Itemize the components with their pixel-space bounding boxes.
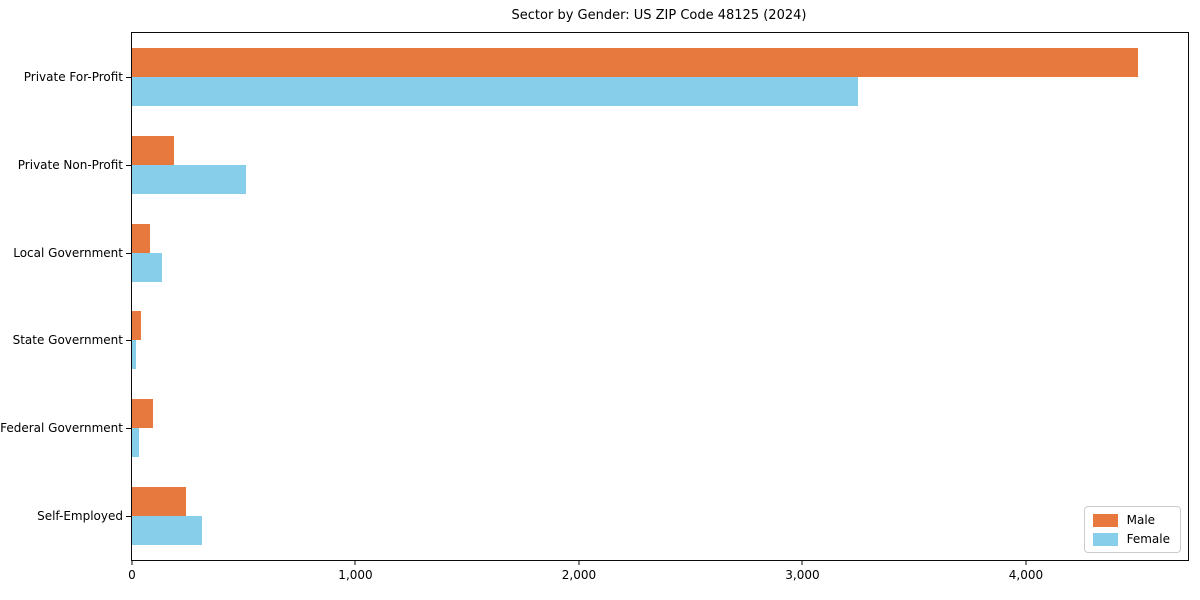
legend-swatch-female <box>1092 532 1118 546</box>
y-axis-label: Local Government <box>13 245 123 260</box>
y-tick-mark <box>126 516 131 518</box>
legend-entry-female: Female <box>1092 532 1170 546</box>
bar-female-2 <box>132 252 163 282</box>
y-tick-mark <box>126 252 131 254</box>
legend-entry-male: Male <box>1092 513 1170 527</box>
x-tick-label: 4,000 <box>1008 568 1044 582</box>
plot-area: Private For-Profit Private Non-Profit Loca… <box>0 32 1189 582</box>
category-row-2: Local Government <box>13 209 1188 297</box>
legend-label-male: Male <box>1126 513 1156 527</box>
legend-swatch-male <box>1092 513 1118 527</box>
x-tick-mark <box>1025 560 1027 565</box>
y-tick-mark <box>126 76 131 78</box>
x-axis: 0 1,000 2,000 3,000 4,000 <box>128 560 1188 590</box>
y-tick-mark <box>126 164 131 166</box>
category-row-3: State Government <box>13 296 1188 384</box>
category-row-5: Self-Employed <box>37 472 1188 560</box>
bar-female-3 <box>132 340 137 370</box>
category-row-4: Federal Government <box>0 384 1188 472</box>
x-tick-mark <box>801 560 803 565</box>
x-tick-mark <box>354 560 356 565</box>
bar-rows: Private For-Profit Private Non-Profit Loca… <box>0 33 1188 560</box>
y-axis-label: Federal Government <box>0 421 123 436</box>
bar-male-0 <box>132 47 1138 77</box>
x-tick-mark <box>131 560 133 565</box>
bar-male-1 <box>132 135 175 165</box>
y-axis-label: Self-Employed <box>37 509 123 524</box>
y-tick-mark <box>126 340 131 342</box>
bar-female-1 <box>132 164 246 194</box>
bar-female-4 <box>132 428 139 458</box>
bar-male-2 <box>132 223 150 253</box>
y-tick-mark <box>126 428 131 430</box>
chart-title: Sector by Gender: US ZIP Code 48125 (202… <box>511 8 807 23</box>
x-tick-mark <box>578 560 580 565</box>
x-tick-label: 3,000 <box>785 568 820 582</box>
x-tick-label: 0 <box>128 568 136 582</box>
bar-female-0 <box>132 76 859 106</box>
category-row-0: Private For-Profit <box>24 33 1188 121</box>
bar-female-5 <box>132 516 203 546</box>
bar-male-5 <box>132 487 186 517</box>
y-axis-label: State Government <box>12 333 123 348</box>
bar-male-4 <box>132 399 154 429</box>
x-tick-label: 2,000 <box>561 568 597 582</box>
x-tick-label: 1,000 <box>338 568 373 582</box>
y-axis-label: Private Non-Profit <box>17 157 123 172</box>
legend-label-female: Female <box>1126 532 1170 546</box>
bar-male-3 <box>132 311 141 341</box>
category-row-1: Private Non-Profit <box>18 121 1188 209</box>
legend: Male Female <box>1083 506 1181 553</box>
y-axis-label: Private For-Profit <box>23 69 123 84</box>
